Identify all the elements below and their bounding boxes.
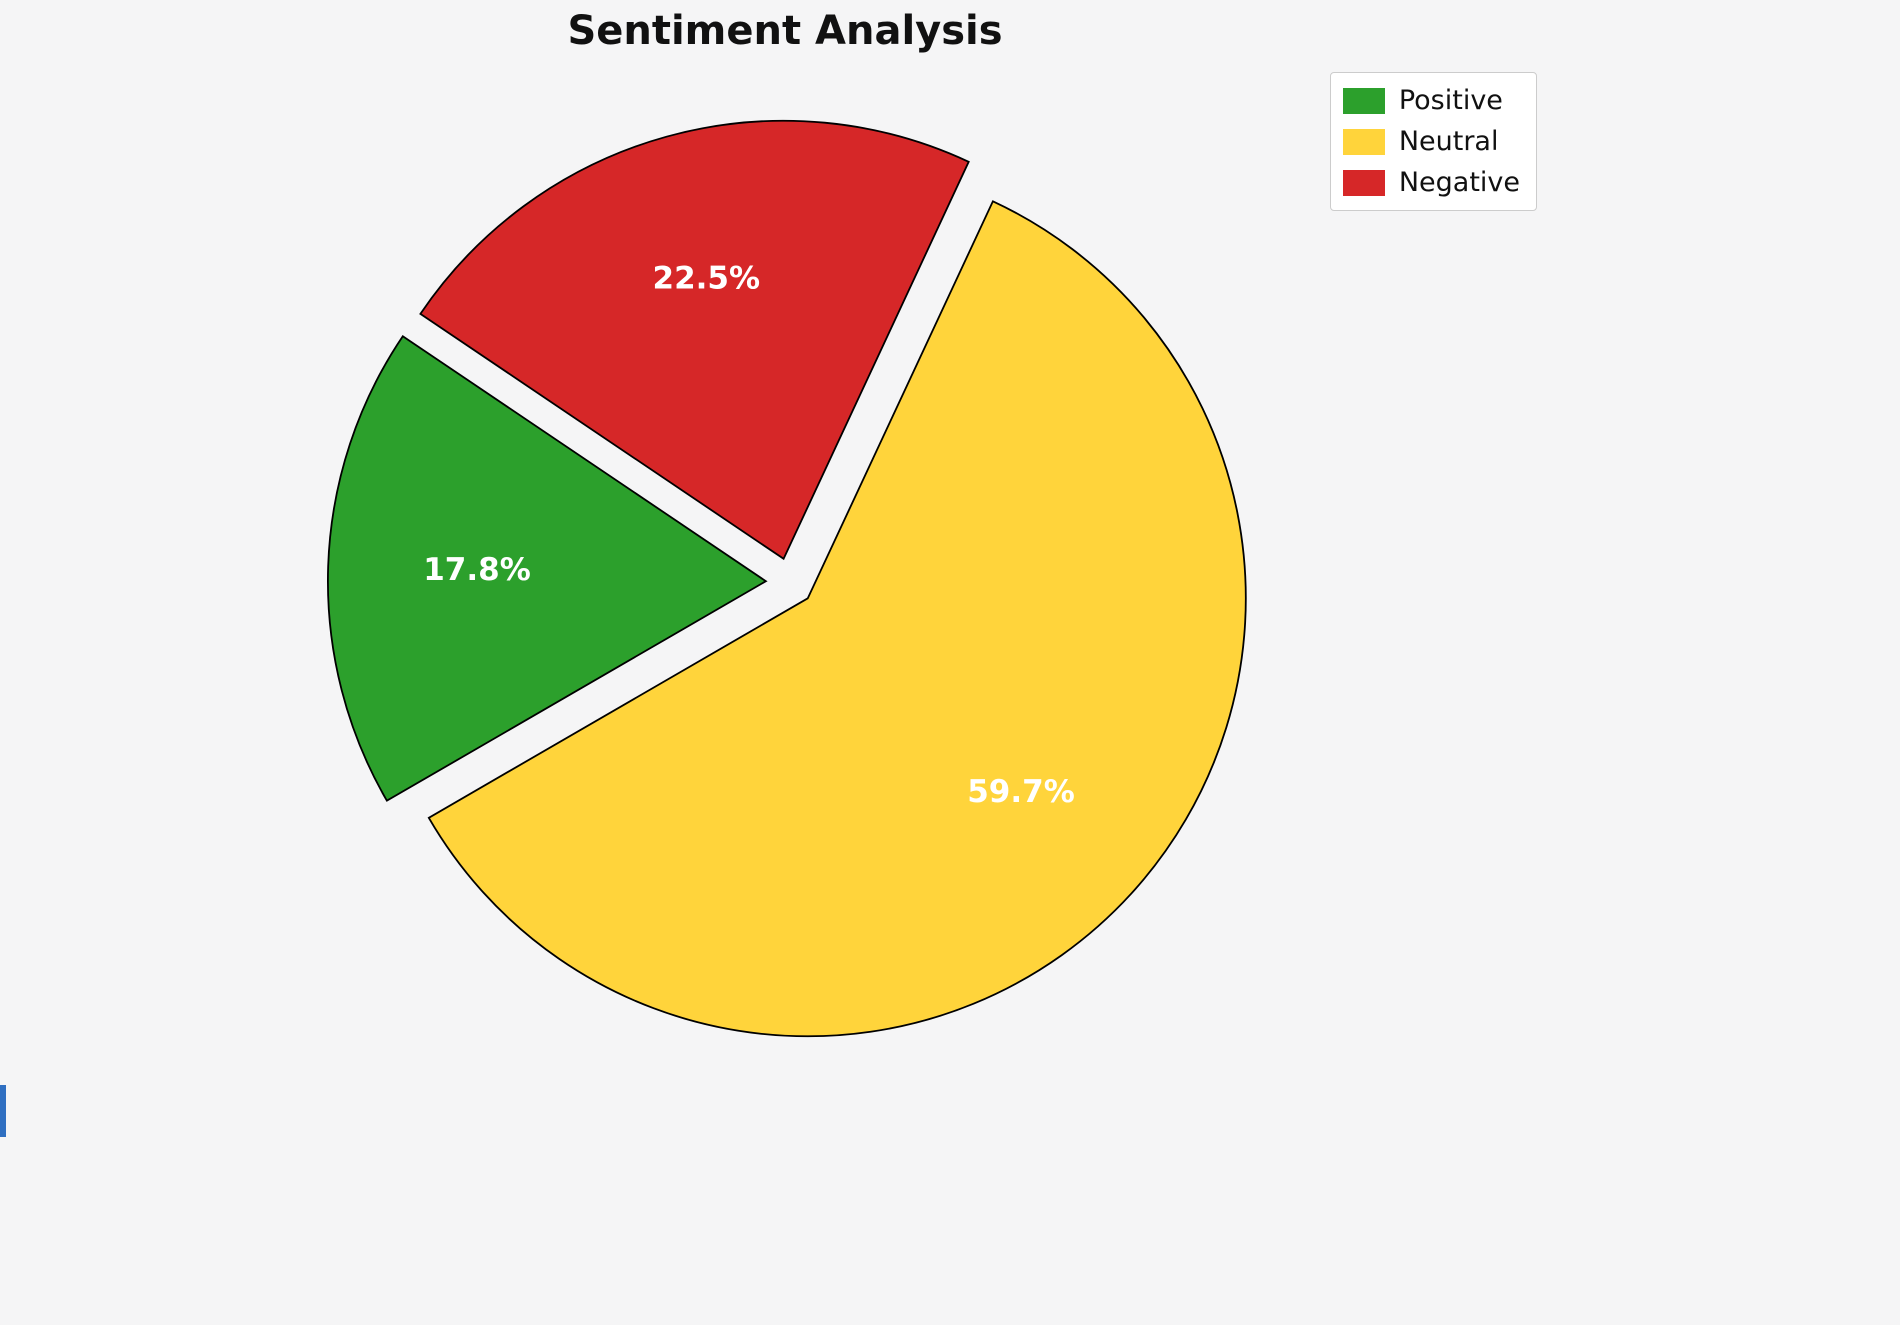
legend-item-positive: Positive [1342,85,1520,116]
pie-slice-positive [327,334,768,802]
legend: Positive Neutral Negative [1329,72,1537,211]
legend-swatch-neutral [1342,128,1385,155]
legend-swatch-negative [1342,169,1385,196]
pie-slice-negative [419,119,970,561]
chart-title: Sentiment Analysis [567,8,1003,54]
legend-item-neutral: Neutral [1342,126,1520,157]
pie-slice-neutral [427,200,1247,1038]
pie-label-positive: 17.8% [423,552,531,588]
blue-edge-mark [0,1085,6,1137]
pie-label-neutral: 59.7% [967,774,1075,810]
legend-swatch-positive [1342,87,1385,114]
legend-label-positive: Positive [1398,85,1503,116]
legend-label-neutral: Neutral [1398,126,1499,157]
legend-item-negative: Negative [1342,167,1520,198]
legend-label-negative: Negative [1398,167,1520,198]
pie-label-negative: 22.5% [653,261,761,297]
